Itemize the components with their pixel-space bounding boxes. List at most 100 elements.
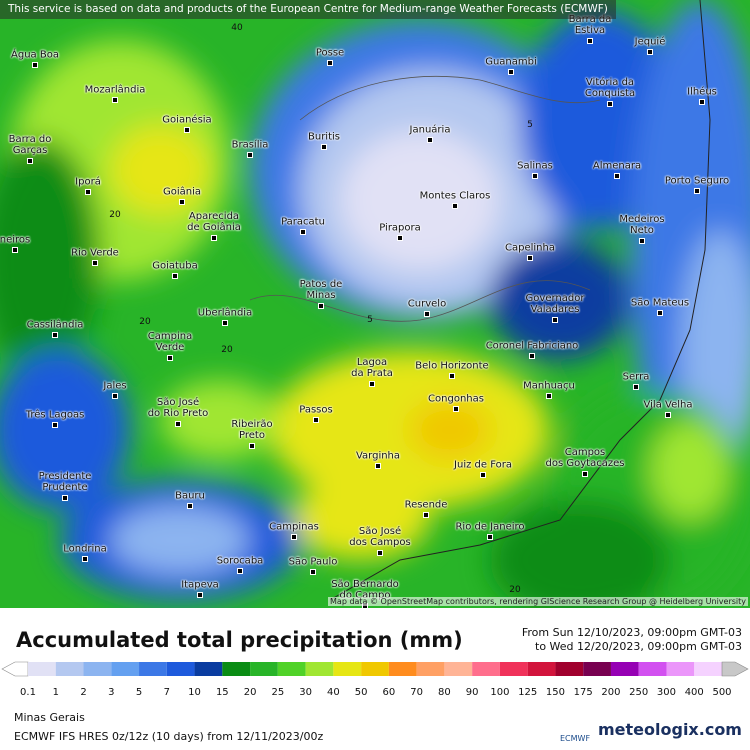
color-swatch (277, 662, 306, 676)
date-from: From Sun 12/10/2023, 09:00pm GMT-03 (521, 626, 742, 639)
city-label: Jales (103, 381, 126, 392)
city-name: Barra da (568, 14, 612, 25)
city-name: Capelinha (505, 242, 555, 254)
city-name: Sorocaba (216, 555, 264, 567)
legend-label: 50 (354, 687, 368, 698)
city-marker (82, 556, 88, 562)
legend-label: 125 (518, 687, 538, 698)
city-name: São Bernardo (331, 579, 399, 590)
city-marker (175, 421, 181, 427)
city-name: Rio Verde (71, 247, 119, 259)
color-swatch (694, 662, 722, 676)
city-marker (197, 592, 203, 598)
city-label: Juiz de Fora (454, 460, 512, 471)
city-label: Sorocaba (217, 556, 264, 567)
city-label: Rio de Janeiro (455, 522, 524, 533)
city-label: Januária (410, 125, 451, 136)
city-label: Brasília (232, 140, 269, 151)
city-name: do Rio Preto (147, 408, 209, 419)
city-label: Pirapora (379, 223, 421, 234)
city-marker (32, 62, 38, 68)
city-name: Goiânia (162, 186, 202, 198)
city-name: Porto Seguro (664, 175, 730, 187)
city-label: Vila Velha (644, 400, 693, 411)
city-label: Serra (623, 372, 650, 383)
legend-label: 1 (52, 687, 59, 698)
city-name: Campinas (269, 521, 319, 533)
city-marker (27, 158, 33, 164)
city-label: Cassilândia (27, 320, 84, 331)
city-name: Ilhéus (687, 86, 717, 98)
legend-label: 40 (326, 687, 340, 698)
city-name: Prudente (42, 482, 88, 493)
city-marker (167, 355, 173, 361)
legend-label: 15 (215, 687, 229, 698)
city-marker (222, 320, 228, 326)
city-name: de Goiânia (187, 222, 241, 233)
city-marker (85, 189, 91, 195)
city-name: Mozarlândia (84, 84, 146, 96)
city-marker (607, 101, 613, 107)
city-marker (699, 99, 705, 105)
color-swatch (499, 662, 528, 676)
city-label: Bauru (175, 491, 205, 502)
color-swatch (610, 662, 639, 676)
city-label: Uberlândia (198, 308, 252, 319)
city-marker (639, 238, 645, 244)
city-label: Ribeirão Preto (231, 419, 272, 441)
city-label: Capelinha (505, 243, 555, 254)
city-name: Juiz de Fora (454, 459, 512, 471)
map-field (0, 0, 750, 608)
city-marker (52, 422, 58, 428)
city-marker (527, 255, 533, 261)
city-name: Garças (12, 145, 48, 156)
color-swatch (416, 662, 445, 676)
color-swatch (1, 661, 29, 677)
city-label: Três Lagoas (26, 410, 85, 421)
city-label: Guanambi (485, 57, 537, 68)
color-swatch (583, 662, 611, 676)
map: Barra da Estiva Jequié Água Boa Posse Guanamb… (0, 0, 750, 608)
contour-label: 20 (509, 585, 521, 595)
city-label: Goiânia (163, 187, 201, 198)
city-label: Barra do Garças (9, 134, 52, 156)
city-name: Januária (409, 124, 451, 136)
city-marker (582, 471, 588, 477)
city-marker (52, 332, 58, 338)
city-label: neiros (0, 235, 30, 246)
date-to: to Wed 12/20/2023, 09:00pm GMT-03 (535, 640, 742, 653)
city-name: Jales (103, 380, 127, 392)
city-name: São José (358, 526, 402, 537)
color-swatch (527, 662, 556, 676)
city-label: Congonhas (428, 394, 484, 405)
city-name: Conquista (584, 88, 636, 99)
city-label: Barra da Estiva (569, 14, 612, 36)
city-name: Presidente (38, 471, 92, 482)
color-swatch (194, 662, 223, 676)
city-label: Itapeva (181, 580, 219, 591)
city-name: Brasília (231, 139, 269, 151)
city-name: Ribeirão (231, 419, 273, 430)
city-name: Valadares (530, 304, 580, 315)
city-label: Campina Verde (148, 331, 192, 353)
city-label: Governador Valadares (526, 293, 585, 315)
city-label: Vitória da Conquista (585, 77, 635, 99)
city-label: Goianésia (162, 115, 211, 126)
city-name: Posse (315, 47, 345, 59)
legend-label: 300 (656, 687, 677, 698)
city-name: São Mateus (630, 297, 690, 309)
legend-label: 100 (490, 687, 510, 698)
city-marker (657, 310, 663, 316)
city-label: São Bernardo do Campo (331, 579, 399, 601)
city-marker (529, 353, 535, 359)
city-marker (92, 260, 98, 266)
city-name: Medeiros (619, 214, 665, 225)
contour-label: 20 (139, 317, 151, 327)
city-label: Almenara (593, 161, 641, 172)
city-name: Manhuaçu (523, 380, 575, 392)
color-swatch (83, 662, 112, 676)
city-name: São Paulo (288, 556, 338, 568)
legend-label: 175 (573, 687, 593, 698)
city-marker (112, 393, 118, 399)
city-label: Medeiros Neto (619, 214, 664, 236)
